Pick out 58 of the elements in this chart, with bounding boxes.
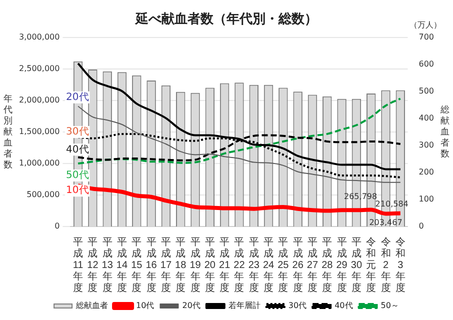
y-tick-label: 2,000,000 (18, 96, 60, 105)
line-series (78, 106, 401, 183)
y-tick-label: 0 (54, 222, 60, 231)
legend-label: 20代 (182, 301, 200, 310)
x-tick-label: 令和元年度 (366, 236, 376, 294)
y2-tick-label: 700 (418, 32, 434, 42)
x-tick-label: 平成15年度 (131, 237, 143, 294)
annotation: 20代 (66, 92, 89, 104)
legend-label: 若年層計 (228, 301, 260, 310)
data-label: 203,467 (369, 218, 402, 227)
x-tick-label: 令和2年度 (380, 236, 391, 294)
text: （万人） (410, 20, 442, 30)
legend-label: 10代 (136, 301, 154, 310)
y2-tick-label: 100 (418, 194, 434, 204)
y-tick-label: 1,500,000 (18, 127, 60, 136)
data-label: 265,798 (344, 192, 378, 201)
y-tick-label: 1,000,000 (18, 158, 60, 168)
x-tick-label: 平成30年度 (350, 237, 362, 294)
y-tick-label: 500,000 (26, 190, 60, 200)
x-tick-label: 平成29年度 (336, 237, 348, 294)
y2-tick-label: 0 (418, 222, 424, 231)
y2-tick-label: 600 (418, 60, 434, 69)
x-tick-label: 平成13年度 (102, 237, 114, 294)
x-tick-label: 平成16年度 (146, 237, 158, 294)
x-tick-label: 平成18年度 (175, 237, 187, 294)
annotation: 10代 (66, 185, 89, 196)
x-tick-label: 平成20年度 (204, 237, 216, 294)
chart-title: 延べ献血者数（年代別・総数） (134, 12, 318, 28)
x-tick-label: 平成26年度 (292, 237, 304, 294)
x-tick-label: 平成12年度 (87, 237, 99, 294)
legend-label: 30代 (288, 301, 307, 310)
x-tick-label: 平成25年度 (278, 237, 290, 294)
annotation: 30代 (66, 126, 89, 138)
y-axis-title: 年代別献血者数 (2, 93, 12, 170)
x-tick-label: 平成17年度 (160, 237, 172, 294)
legend-label: 総献血者 (75, 301, 108, 310)
x-tick-label: 令和3年度 (395, 236, 406, 294)
y-tick-label: 2,500,000 (18, 64, 60, 74)
annotation: 40代 (66, 144, 89, 156)
x-tick-label: 平成27年度 (306, 237, 318, 294)
annotation: 50代 (66, 170, 89, 182)
x-tick-label: 平成24年度 (262, 237, 275, 294)
y2-tick-label: 400 (418, 114, 434, 123)
y2-axis-title: 総献血者数 (440, 104, 450, 160)
legend-label: 50～ (380, 301, 399, 310)
y-tick-label: 3,000,000 (18, 32, 60, 42)
x-tick-label: 平成23年度 (248, 237, 260, 294)
x-tick-label: 平成22年度 (234, 237, 246, 294)
x-tick-label: 平成21年度 (219, 237, 231, 294)
y2-tick-label: 300 (418, 140, 434, 150)
x-tick-label: 平成14年度 (116, 237, 128, 294)
x-tick-label: 平成19年度 (190, 237, 202, 294)
legend-label: 40代 (334, 301, 353, 310)
data-label: 210,584 (375, 199, 408, 208)
x-tick-label: 平成28年度 (322, 237, 334, 294)
x-tick-label: 平成11年度 (72, 237, 84, 294)
y2-tick-label: 200 (418, 168, 434, 177)
y2-tick-label: 500 (418, 86, 434, 96)
